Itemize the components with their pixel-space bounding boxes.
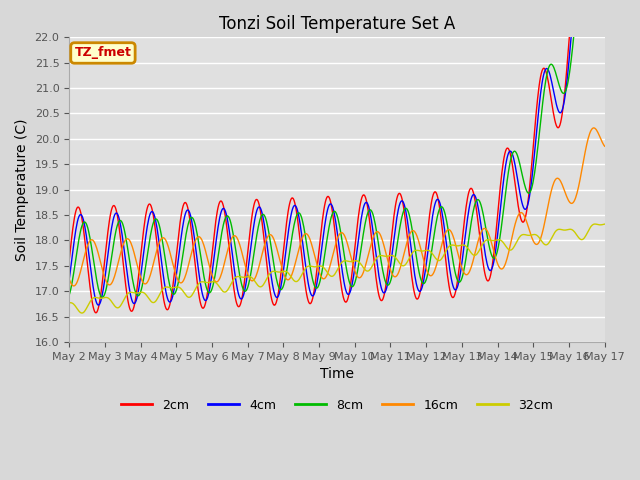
4cm bbox=[403, 212, 410, 218]
8cm bbox=[403, 205, 410, 211]
16cm bbox=[76, 272, 83, 278]
2cm bbox=[65, 258, 73, 264]
4cm bbox=[419, 284, 426, 290]
16cm bbox=[601, 144, 609, 149]
16cm bbox=[419, 252, 426, 257]
2cm bbox=[185, 211, 193, 217]
4cm bbox=[65, 277, 73, 283]
4cm bbox=[75, 214, 83, 220]
Line: 32cm: 32cm bbox=[69, 224, 605, 313]
4cm bbox=[185, 208, 193, 214]
8cm bbox=[214, 258, 221, 264]
Y-axis label: Soil Temperature (C): Soil Temperature (C) bbox=[15, 119, 29, 261]
2cm bbox=[419, 277, 426, 283]
Line: 2cm: 2cm bbox=[69, 0, 605, 313]
16cm bbox=[589, 125, 597, 131]
8cm bbox=[185, 218, 193, 224]
16cm bbox=[131, 252, 138, 258]
Legend: 2cm, 4cm, 8cm, 16cm, 32cm: 2cm, 4cm, 8cm, 16cm, 32cm bbox=[116, 394, 558, 417]
16cm bbox=[70, 283, 77, 289]
8cm bbox=[131, 287, 138, 292]
32cm bbox=[419, 248, 426, 254]
32cm bbox=[75, 308, 83, 314]
4cm bbox=[214, 229, 221, 235]
16cm bbox=[214, 279, 221, 285]
2cm bbox=[403, 227, 410, 233]
32cm bbox=[601, 221, 609, 227]
Line: 16cm: 16cm bbox=[69, 128, 605, 286]
16cm bbox=[185, 260, 193, 266]
8cm bbox=[419, 279, 426, 285]
32cm bbox=[131, 290, 138, 296]
16cm bbox=[65, 276, 73, 282]
8cm bbox=[99, 294, 106, 300]
Line: 8cm: 8cm bbox=[69, 0, 605, 297]
32cm bbox=[214, 281, 221, 287]
2cm bbox=[75, 204, 83, 210]
X-axis label: Time: Time bbox=[320, 367, 354, 381]
2cm bbox=[92, 310, 100, 316]
32cm bbox=[78, 310, 86, 316]
Title: Tonzi Soil Temperature Set A: Tonzi Soil Temperature Set A bbox=[219, 15, 455, 33]
8cm bbox=[75, 237, 83, 242]
16cm bbox=[403, 241, 410, 247]
32cm bbox=[591, 221, 599, 227]
Text: TZ_fmet: TZ_fmet bbox=[74, 47, 131, 60]
8cm bbox=[65, 292, 73, 298]
2cm bbox=[214, 208, 221, 214]
Line: 4cm: 4cm bbox=[69, 0, 605, 305]
2cm bbox=[131, 301, 138, 307]
32cm bbox=[65, 300, 73, 306]
4cm bbox=[131, 300, 138, 306]
32cm bbox=[403, 260, 410, 266]
32cm bbox=[185, 294, 193, 300]
4cm bbox=[94, 302, 102, 308]
